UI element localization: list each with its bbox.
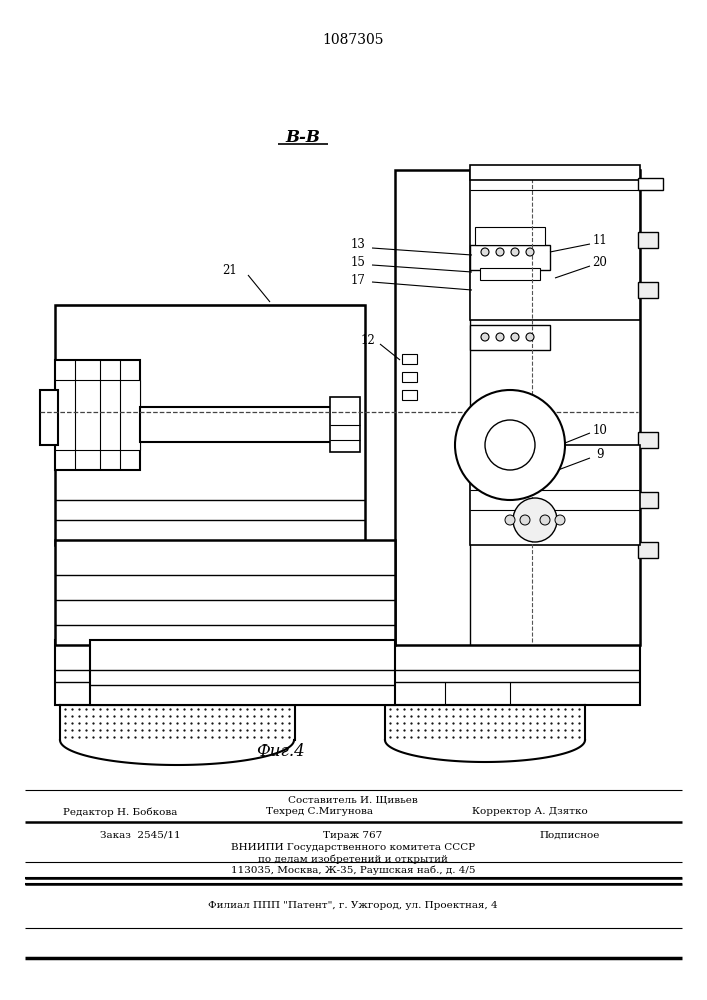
Circle shape (485, 420, 535, 470)
Circle shape (526, 333, 534, 341)
Bar (470, 325, 550, 350)
Bar (140, 407, 355, 442)
Bar (638, 542, 658, 558)
Bar (330, 397, 360, 452)
Circle shape (455, 390, 565, 500)
Bar (55, 305, 365, 545)
Circle shape (505, 515, 515, 525)
Text: В-В: В-В (286, 129, 320, 146)
Circle shape (511, 333, 519, 341)
Text: 15: 15 (351, 255, 366, 268)
Bar (470, 445, 640, 545)
Text: 20: 20 (592, 255, 607, 268)
Circle shape (511, 248, 519, 256)
Text: 9: 9 (596, 448, 604, 462)
Text: Корректор А. Дзятко: Корректор А. Дзятко (472, 808, 588, 816)
Text: Подписное: Подписное (540, 830, 600, 840)
Text: Тираж 767: Тираж 767 (323, 830, 382, 840)
Circle shape (540, 515, 550, 525)
Text: 1087305: 1087305 (322, 33, 384, 47)
Bar (55, 380, 140, 450)
Bar (638, 432, 658, 448)
Bar (480, 268, 540, 280)
Bar (475, 227, 545, 245)
Circle shape (481, 333, 489, 341)
Bar (402, 390, 417, 400)
Text: Заказ  2545/11: Заказ 2545/11 (100, 830, 180, 840)
Circle shape (555, 515, 565, 525)
Bar (470, 165, 640, 180)
Text: 13: 13 (351, 238, 366, 251)
Bar (638, 282, 658, 298)
Circle shape (496, 333, 504, 341)
Bar (402, 372, 417, 382)
Bar (638, 178, 663, 190)
Bar (40, 390, 58, 445)
Text: 11: 11 (592, 233, 607, 246)
Circle shape (513, 498, 557, 542)
Text: ВНИИПИ Государственного комитета СССР: ВНИИПИ Государственного комитета СССР (231, 844, 475, 852)
Polygon shape (60, 705, 295, 740)
Bar (402, 354, 417, 364)
Text: Филиал ППП "Патент", г. Ужгород, ул. Проектная, 4: Филиал ППП "Патент", г. Ужгород, ул. Про… (208, 900, 498, 910)
Text: 10: 10 (592, 424, 607, 436)
Text: 12: 12 (361, 334, 375, 347)
Text: Фиг.4: Фиг.4 (256, 744, 305, 760)
Bar (638, 232, 658, 248)
Bar (55, 540, 395, 645)
Text: Техред С.Мигунова: Техред С.Мигунова (267, 808, 373, 816)
Bar (55, 640, 640, 705)
Circle shape (481, 248, 489, 256)
Text: 21: 21 (223, 263, 238, 276)
Circle shape (496, 248, 504, 256)
Circle shape (526, 248, 534, 256)
Text: Составитель И. Щивьев: Составитель И. Щивьев (288, 796, 418, 804)
Bar (90, 640, 395, 705)
Text: по делам изобретений и открытий: по делам изобретений и открытий (258, 854, 448, 864)
Bar (55, 360, 140, 470)
Text: 17: 17 (351, 273, 366, 286)
Bar (395, 170, 640, 645)
Circle shape (520, 515, 530, 525)
Text: Редактор Н. Бобкова: Редактор Н. Бобкова (63, 807, 177, 817)
Bar (470, 170, 640, 320)
Bar (638, 492, 658, 508)
Text: 113035, Москва, Ж-35, Раушская наб., д. 4/5: 113035, Москва, Ж-35, Раушская наб., д. … (230, 865, 475, 875)
Bar (470, 245, 550, 270)
